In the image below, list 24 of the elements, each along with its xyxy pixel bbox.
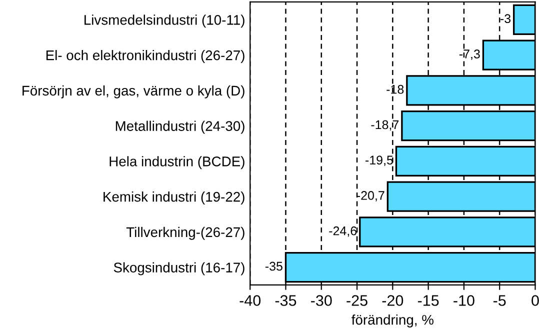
y-tick-label: Tillverkning-(26-27) [126,226,244,240]
x-tick-label: -35 [275,295,296,306]
y-tick-label: Metallindustri (24-30) [116,120,244,134]
data-label: -18,7 [371,120,399,131]
y-tick-label: El- och elektronikindustri (26-27) [46,50,244,63]
x-tick-label: -25 [346,295,368,306]
y-tick-label: Hela industrin (BCDE) [110,156,244,170]
y-tick-label: Kemisk industri (19-22) [104,192,244,204]
x-tick-label: -20 [382,295,404,306]
data-label: -24,6 [329,226,357,237]
x-tick-label: -40 [240,295,261,306]
data-label: -19,5 [366,156,393,166]
y-tick-label: Livsmedelsindustri (10-11) [84,14,244,28]
y-tick-label: Försörjn av el, gas, värme o kyla (D) [22,85,244,98]
x-tick-label: -10 [454,295,474,306]
x-tick-label: -5 [493,295,506,306]
x-tick-label: -15 [418,295,439,306]
data-label: -20,7 [356,191,384,202]
data-label: -35 [265,262,282,271]
x-tick-label: 0 [532,295,539,306]
x-tick-label: -30 [311,295,332,306]
data-label: -3 [500,14,511,24]
x-axis-title: förändring, % [352,314,434,328]
y-tick-label: Skogsindustri (16-17) [114,262,244,276]
